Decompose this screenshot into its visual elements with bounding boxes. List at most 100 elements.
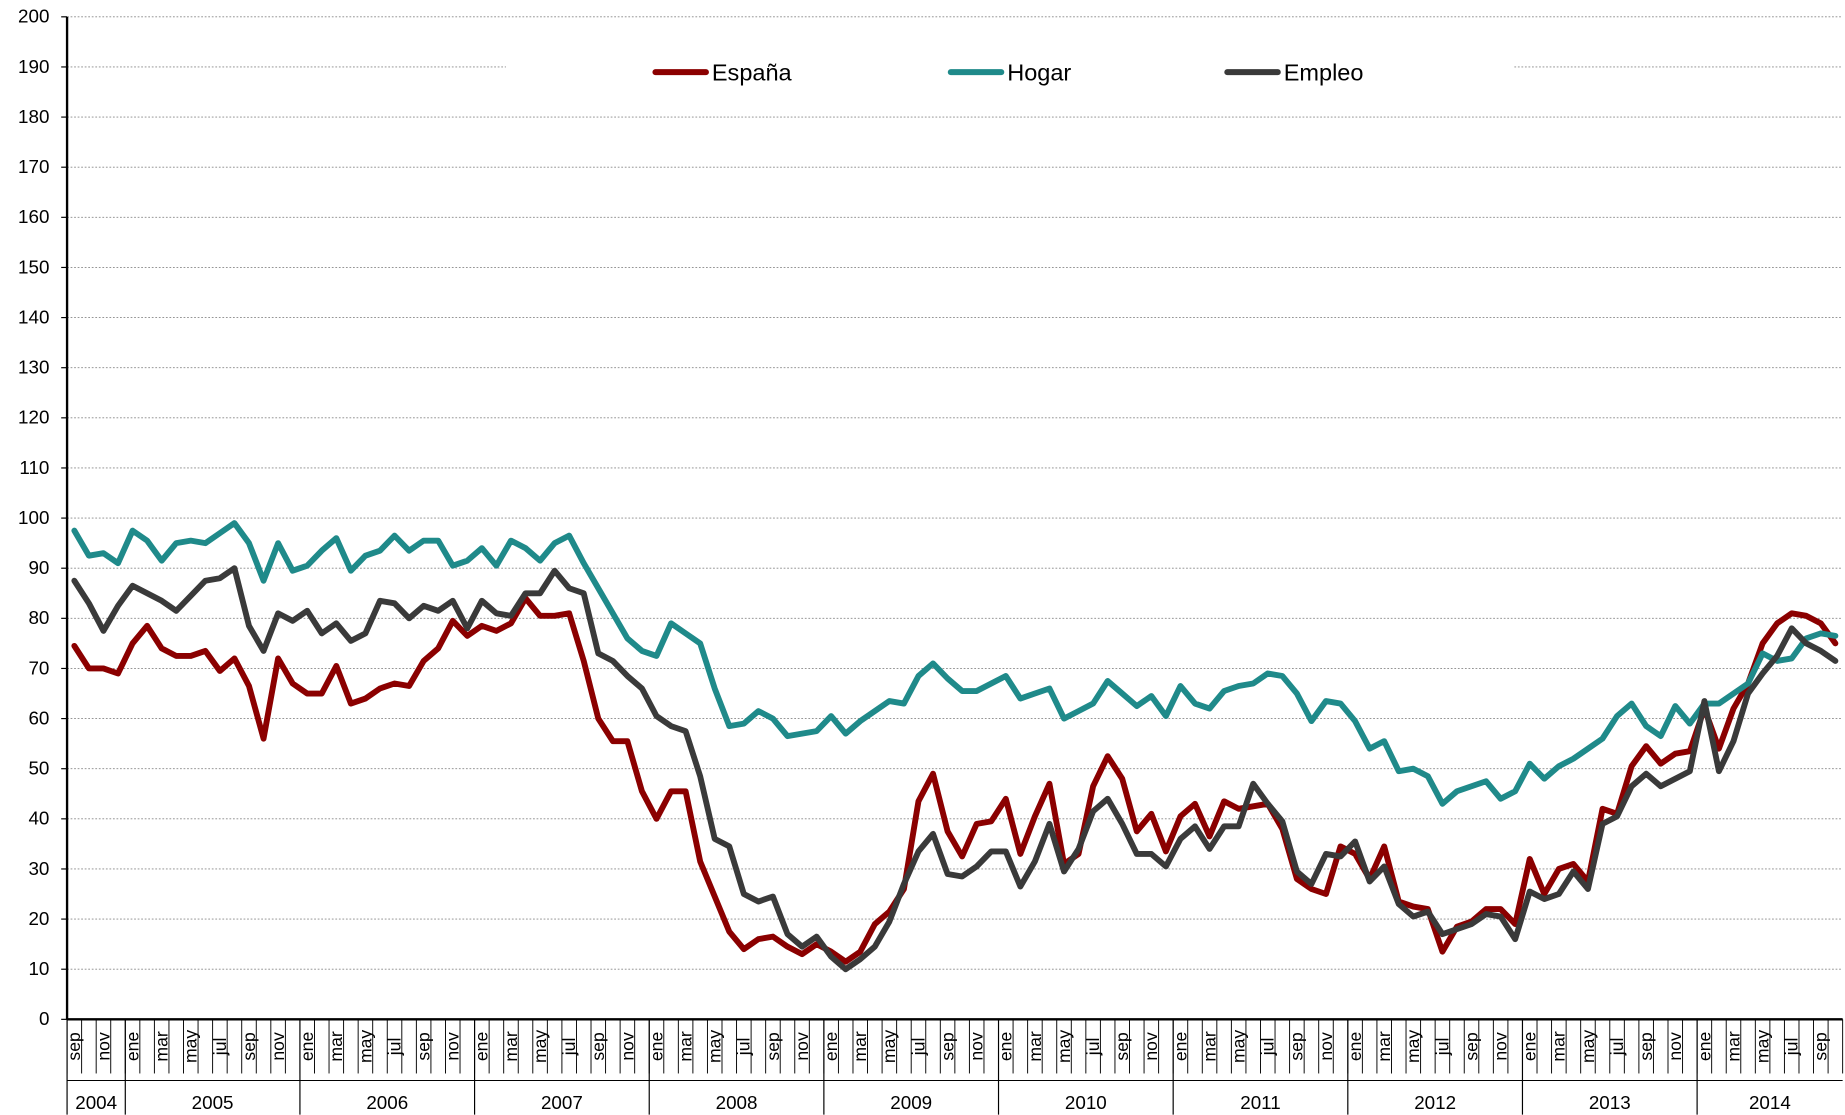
x-tick-label: jul [384, 1038, 404, 1057]
x-tick-label: ene [1694, 1032, 1714, 1062]
x-tick-label: may [879, 1030, 899, 1063]
x-tick-label: sep [1636, 1032, 1656, 1061]
x-tick-label: may [355, 1030, 375, 1063]
x-tick-label: may [530, 1030, 550, 1063]
x-tick-label: nov [1316, 1032, 1336, 1061]
y-tick-label: 90 [28, 557, 49, 578]
x-tick-label: jul [1607, 1038, 1627, 1057]
x-tick-label: sep [588, 1032, 608, 1061]
y-tick-label: 170 [18, 156, 49, 177]
x-tick-label: may [1054, 1030, 1074, 1063]
x-tick-label: nov [93, 1032, 113, 1061]
x-tick-label: ene [821, 1032, 841, 1062]
x-tick-label: may [181, 1030, 201, 1063]
x-tick-label: sep [937, 1032, 957, 1061]
x-tick-label: mar [326, 1031, 346, 1061]
x-tick-label: sep [763, 1032, 783, 1061]
x-tick-label: jul [210, 1038, 230, 1057]
x-tick-label: sep [1287, 1032, 1307, 1061]
series-line [71, 595, 1839, 965]
year-label: 2006 [366, 1092, 408, 1113]
y-tick-label: 150 [18, 256, 49, 277]
x-tick-label: mar [501, 1031, 521, 1061]
year-label: 2013 [1589, 1092, 1631, 1113]
legend-label: Hogar [1007, 59, 1071, 85]
year-label: 2007 [541, 1092, 583, 1113]
x-tick-label: ene [122, 1032, 142, 1062]
x-tick-label: ene [472, 1032, 492, 1062]
y-tick-label: 80 [28, 607, 49, 628]
y-tick-label: 70 [28, 657, 49, 678]
y-tick-label: 100 [18, 507, 49, 528]
x-tick-label: nov [1141, 1032, 1161, 1061]
x-tick-label: nov [443, 1032, 463, 1061]
x-tick-label: may [1752, 1030, 1772, 1063]
x-tick-label: mar [1199, 1031, 1219, 1061]
year-label: 2010 [1065, 1092, 1107, 1113]
y-tick-label: 40 [28, 808, 49, 829]
x-tick-label: nov [268, 1032, 288, 1061]
y-tick-label: 190 [18, 56, 49, 77]
x-tick-label: nov [617, 1032, 637, 1061]
year-label: 2009 [890, 1092, 932, 1113]
legend-label: España [712, 59, 793, 85]
y-tick-label: 50 [28, 758, 49, 779]
x-tick-label: nov [792, 1032, 812, 1061]
x-tick-label: mar [675, 1031, 695, 1061]
x-tick-label: jul [734, 1038, 754, 1057]
series-line [71, 520, 1839, 807]
x-tick-label: may [1229, 1030, 1249, 1063]
y-tick-label: 180 [18, 106, 49, 127]
year-label: 2011 [1240, 1092, 1280, 1113]
y-tick-label: 20 [28, 908, 49, 929]
year-label: 2012 [1414, 1092, 1456, 1113]
y-tick-label: 10 [28, 958, 49, 979]
y-tick-label: 130 [18, 357, 49, 378]
y-tick-label: 140 [18, 306, 49, 327]
x-tick-label: jul [1258, 1038, 1278, 1057]
x-tick-label: sep [414, 1032, 434, 1061]
x-tick-label: nov [967, 1032, 987, 1061]
x-tick-label: jul [908, 1038, 928, 1057]
year-label: 2004 [75, 1092, 117, 1113]
y-tick-label: 120 [18, 407, 49, 428]
x-tick-label: ene [1345, 1032, 1365, 1062]
legend-label: Empleo [1284, 59, 1364, 85]
x-tick-label: mar [1723, 1031, 1743, 1061]
year-label: 2014 [1749, 1092, 1791, 1113]
x-tick-label: jul [559, 1038, 579, 1057]
y-tick-label: 30 [28, 858, 49, 879]
x-tick-label: mar [1549, 1031, 1569, 1061]
x-tick-label: ene [996, 1032, 1016, 1062]
x-tick-label: jul [1083, 1038, 1103, 1057]
x-tick-label: mar [1025, 1031, 1045, 1061]
y-tick-label: 60 [28, 707, 49, 728]
x-tick-label: may [705, 1030, 725, 1063]
x-tick-label: sep [1461, 1032, 1481, 1061]
y-tick-label: 160 [18, 206, 49, 227]
x-tick-label: sep [1811, 1032, 1831, 1061]
x-tick-label: ene [646, 1032, 666, 1062]
x-tick-label: mar [1374, 1031, 1394, 1061]
x-tick-label: mar [152, 1031, 172, 1061]
x-tick-label: nov [1665, 1032, 1685, 1061]
x-tick-label: ene [1170, 1032, 1190, 1062]
x-tick-label: may [1403, 1030, 1423, 1063]
x-tick-label: sep [64, 1032, 84, 1061]
x-tick-label: jul [1782, 1038, 1802, 1057]
y-tick-label: 0 [39, 1008, 49, 1029]
x-tick-label: ene [1520, 1032, 1540, 1062]
x-tick-label: mar [850, 1031, 870, 1061]
x-tick-label: sep [1112, 1032, 1132, 1061]
x-tick-label: nov [1491, 1032, 1511, 1061]
x-tick-label: sep [239, 1032, 259, 1061]
year-label: 2005 [192, 1092, 234, 1113]
year-label: 2008 [716, 1092, 758, 1113]
y-tick-label: 110 [19, 457, 49, 478]
x-tick-label: ene [297, 1032, 317, 1062]
y-tick-label: 200 [18, 6, 49, 27]
x-tick-label: jul [1432, 1038, 1452, 1057]
x-tick-label: may [1578, 1030, 1598, 1063]
